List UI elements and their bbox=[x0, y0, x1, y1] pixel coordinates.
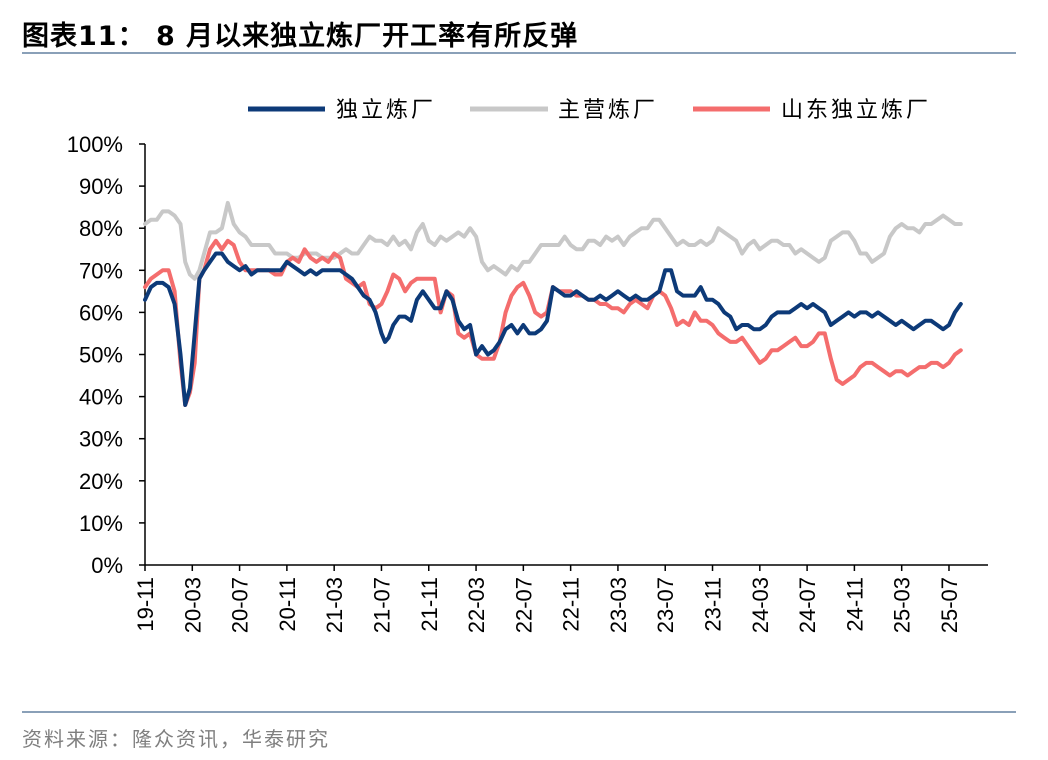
y-tick-label: 100% bbox=[67, 132, 123, 157]
y-tick-label: 0% bbox=[91, 553, 123, 578]
line-chart: 独立炼厂 主营炼厂 山东独立炼厂 0% 10% 20% 30% 40% 50% 60% 70% 80… bbox=[67, 98, 988, 633]
x-tick-label: 21-03 bbox=[322, 577, 347, 633]
source-note: 资料来源：隆众资讯，华泰研究 bbox=[22, 727, 330, 751]
y-tick-label: 90% bbox=[79, 174, 123, 199]
x-tick-label: 22-11 bbox=[559, 577, 584, 632]
chart-legend: 独立炼厂 主营炼厂 山东独立炼厂 bbox=[248, 98, 931, 123]
y-tick-label: 40% bbox=[79, 385, 123, 410]
x-axis: 19-11 20-03 20-07 20-11 21-03 21-07 21-11 22-03… bbox=[133, 564, 988, 633]
x-tick-label: 22-07 bbox=[511, 577, 536, 633]
source-divider bbox=[22, 711, 1016, 713]
series-line-2 bbox=[143, 238, 963, 407]
chart-title: 图表11： 8 月以来独立炼厂开工率有所反弹 bbox=[22, 21, 579, 52]
x-tick-label: 23-07 bbox=[653, 577, 678, 633]
y-tick-label: 60% bbox=[79, 300, 123, 325]
legend-label-2: 山东独立炼厂 bbox=[781, 98, 931, 123]
plot-area bbox=[143, 200, 963, 407]
series-line-1 bbox=[143, 200, 963, 281]
y-tick-label: 30% bbox=[79, 427, 123, 452]
x-tick-label: 24-11 bbox=[842, 577, 867, 632]
x-tick-label: 24-07 bbox=[795, 577, 820, 633]
y-tick-label: 70% bbox=[79, 258, 123, 283]
x-tick-label: 24-03 bbox=[748, 577, 773, 633]
x-tick-label: 20-11 bbox=[275, 577, 300, 632]
y-tick-label: 20% bbox=[79, 469, 123, 494]
x-tick-label: 25-03 bbox=[890, 577, 915, 633]
y-axis: 0% 10% 20% 30% 40% 50% 60% 70% 80% 90% 100% bbox=[67, 132, 146, 578]
series-line-0 bbox=[143, 251, 963, 407]
y-tick-label: 80% bbox=[79, 216, 123, 241]
x-tick-label: 19-11 bbox=[133, 577, 158, 632]
title-divider bbox=[22, 52, 1016, 54]
x-tick-label: 23-03 bbox=[606, 577, 631, 633]
x-tick-label: 21-07 bbox=[369, 577, 394, 633]
legend-label-1: 主营炼厂 bbox=[558, 98, 658, 123]
x-tick-label: 20-03 bbox=[180, 577, 205, 633]
x-tick-label: 22-03 bbox=[464, 577, 489, 633]
x-tick-label: 21-11 bbox=[417, 577, 442, 632]
y-tick-label: 50% bbox=[79, 343, 123, 368]
x-tick-label: 25-07 bbox=[937, 577, 962, 633]
legend-label-0: 独立炼厂 bbox=[336, 98, 436, 123]
x-tick-label: 20-07 bbox=[228, 577, 253, 633]
x-tick-label: 23-11 bbox=[701, 577, 726, 632]
y-tick-label: 10% bbox=[79, 511, 123, 536]
